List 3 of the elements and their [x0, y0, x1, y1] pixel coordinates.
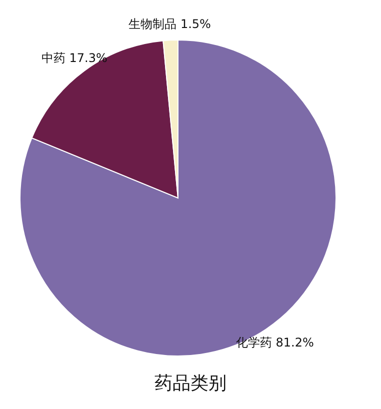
- slice-label: 生物制品 1.5%: [128, 17, 211, 32]
- slice-label: 中药 17.3%: [41, 51, 108, 66]
- text: 药品类别: [154, 373, 226, 394]
